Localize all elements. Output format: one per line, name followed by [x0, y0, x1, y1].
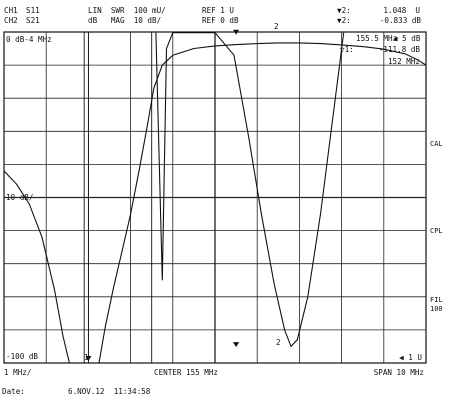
marker-2-symbol [233, 342, 240, 348]
marker-2-number-bottom: 2 [276, 338, 281, 347]
channel-header: CH1 S11 CH2 S21 LIN SWR 100 mU/ dB MAG 1… [4, 6, 421, 25]
marker-2-value: 1.048 U [383, 6, 420, 15]
softkey-fil-sub: 100 [430, 305, 443, 313]
ch2-label: CH2 [4, 16, 18, 25]
ch2-param: S21 [26, 16, 40, 25]
format-row-1: LIN SWR 100 mU/ [88, 6, 166, 15]
marker-2-number-top: 2 [274, 22, 279, 31]
x-scale-label: 1 MHz/ [4, 368, 31, 377]
span-frequency: SPAN 10 MHz [374, 368, 424, 377]
graticule [4, 32, 426, 363]
marker-reference-lines [83, 32, 153, 363]
reference-row-2: REF 0 dB [202, 16, 239, 25]
marker-symbols [85, 29, 240, 361]
marker-2-label: ▼2: [337, 6, 351, 15]
top-scale-label: 0 dB-4 MHz [6, 35, 52, 44]
ch1-param: S11 [26, 6, 40, 15]
reference-arrow-label: ◀ 1 U [399, 353, 422, 362]
marker-1-label: ▽1: [340, 45, 354, 54]
s11-reflection-trace [155, 32, 345, 348]
plot-area: 0 dB-4 MHz 10 dB/ -100 dB ◀ 1 U 155.5 MH… [3, 22, 427, 364]
mid-scale-label: 10 dB/ [6, 193, 33, 202]
date-label: Date: [2, 387, 25, 396]
softkey-cal: CAL [430, 140, 443, 148]
marker-1-symbol [85, 356, 92, 361]
date-value: 6.NOV.12 11:34:58 [68, 387, 151, 396]
marker-2b-label: ▼2: [337, 16, 351, 25]
softkey-fil: FIL [430, 296, 443, 304]
marker-2-freq: 155.5 MHz [356, 34, 397, 43]
marker-2b-value: -0.833 dB [380, 16, 422, 25]
overlap-text: ◀ 5 dB [393, 34, 421, 43]
softkey-cpl: CPL [430, 227, 443, 235]
marker-1-freq: 152 MHz [388, 57, 420, 66]
marker-2-symbol [233, 29, 240, 35]
center-frequency: CENTER 155 MHz [154, 368, 218, 377]
footer: 1 MHz/ CENTER 155 MHz SPAN 10 MHz Date: … [2, 368, 424, 396]
s21-transmission-trace [3, 42, 427, 364]
softkey-labels: CAL CPL FIL 100 [430, 140, 443, 313]
marker-1-number: 1 [84, 353, 89, 362]
bottom-scale-label: -100 dB [6, 352, 38, 361]
marker-1-value: -111.8 dB [379, 45, 421, 54]
traces [3, 32, 427, 364]
format-row-2: dB MAG 10 dB/ [88, 16, 161, 25]
ch1-label: CH1 [4, 6, 18, 15]
reference-row-1: REF 1 U [202, 6, 234, 15]
